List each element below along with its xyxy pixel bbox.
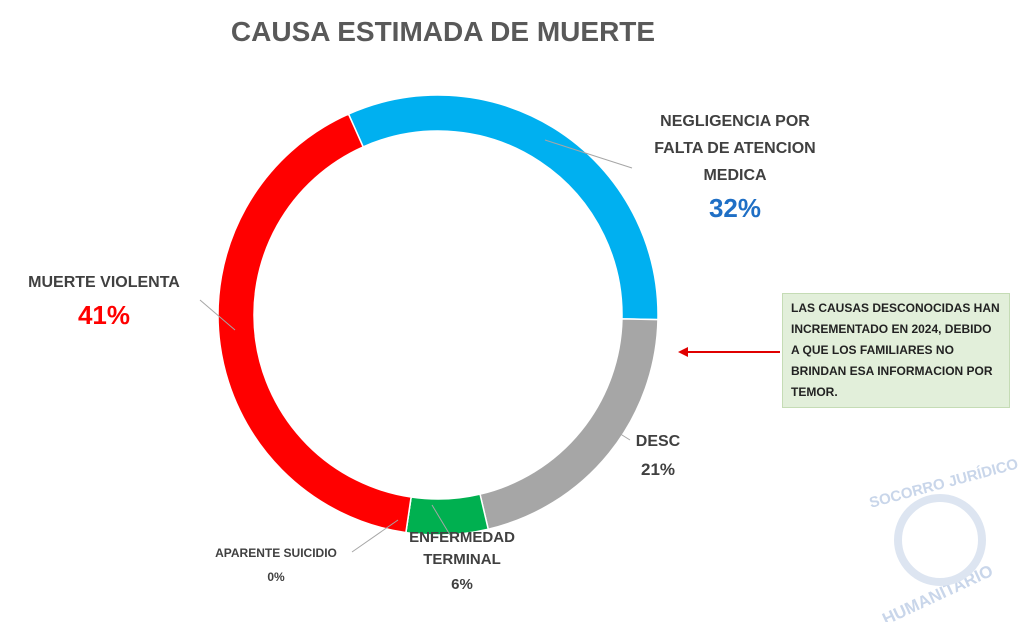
data-label: MUERTE VIOLENTA 41% (4, 270, 204, 334)
category-label: NEGLIGENCIA POR FALTA DE ATENCION MEDICA (654, 113, 816, 184)
leader-line (431, 504, 451, 536)
category-label: ENFERMEDAD TERMINAL (409, 529, 515, 568)
value-label: 41% (77, 300, 131, 330)
donut-slice (479, 318, 659, 531)
watermark-logo (894, 494, 986, 586)
category-label: APARENTE SUICIDIO (215, 546, 337, 560)
data-label: ENFERMEDAD TERMINAL 6% (392, 527, 532, 598)
data-label: DESC 21% (608, 428, 708, 484)
data-label: APARENTE SUICIDIO 0% (196, 541, 356, 589)
data-label: NEGLIGENCIA POR FALTA DE ATENCION MEDICA… (640, 108, 830, 227)
leader-line (199, 299, 236, 331)
watermark: HUMANITARIO (879, 561, 995, 622)
category-label: DESC (635, 433, 681, 450)
value-label: 32% (708, 193, 762, 223)
donut-slice (347, 94, 659, 321)
leader-line (544, 139, 633, 169)
donut-slice (217, 113, 412, 534)
annotation: LAS CAUSAS DESCONOCIDAS HAN INCREMENTADO… (782, 293, 1010, 408)
value-label: 6% (451, 576, 473, 593)
value-label: 21% (640, 460, 676, 479)
arrow-head (678, 347, 688, 357)
leader-line (351, 519, 399, 553)
leader-line (597, 419, 631, 441)
watermark: SOCORRO JURÍDICO (868, 456, 1021, 512)
value-label: 0% (267, 570, 285, 584)
category-label: MUERTE VIOLENTA (28, 274, 180, 291)
chart-title: CAUSA ESTIMADA DE MUERTE (230, 16, 656, 47)
